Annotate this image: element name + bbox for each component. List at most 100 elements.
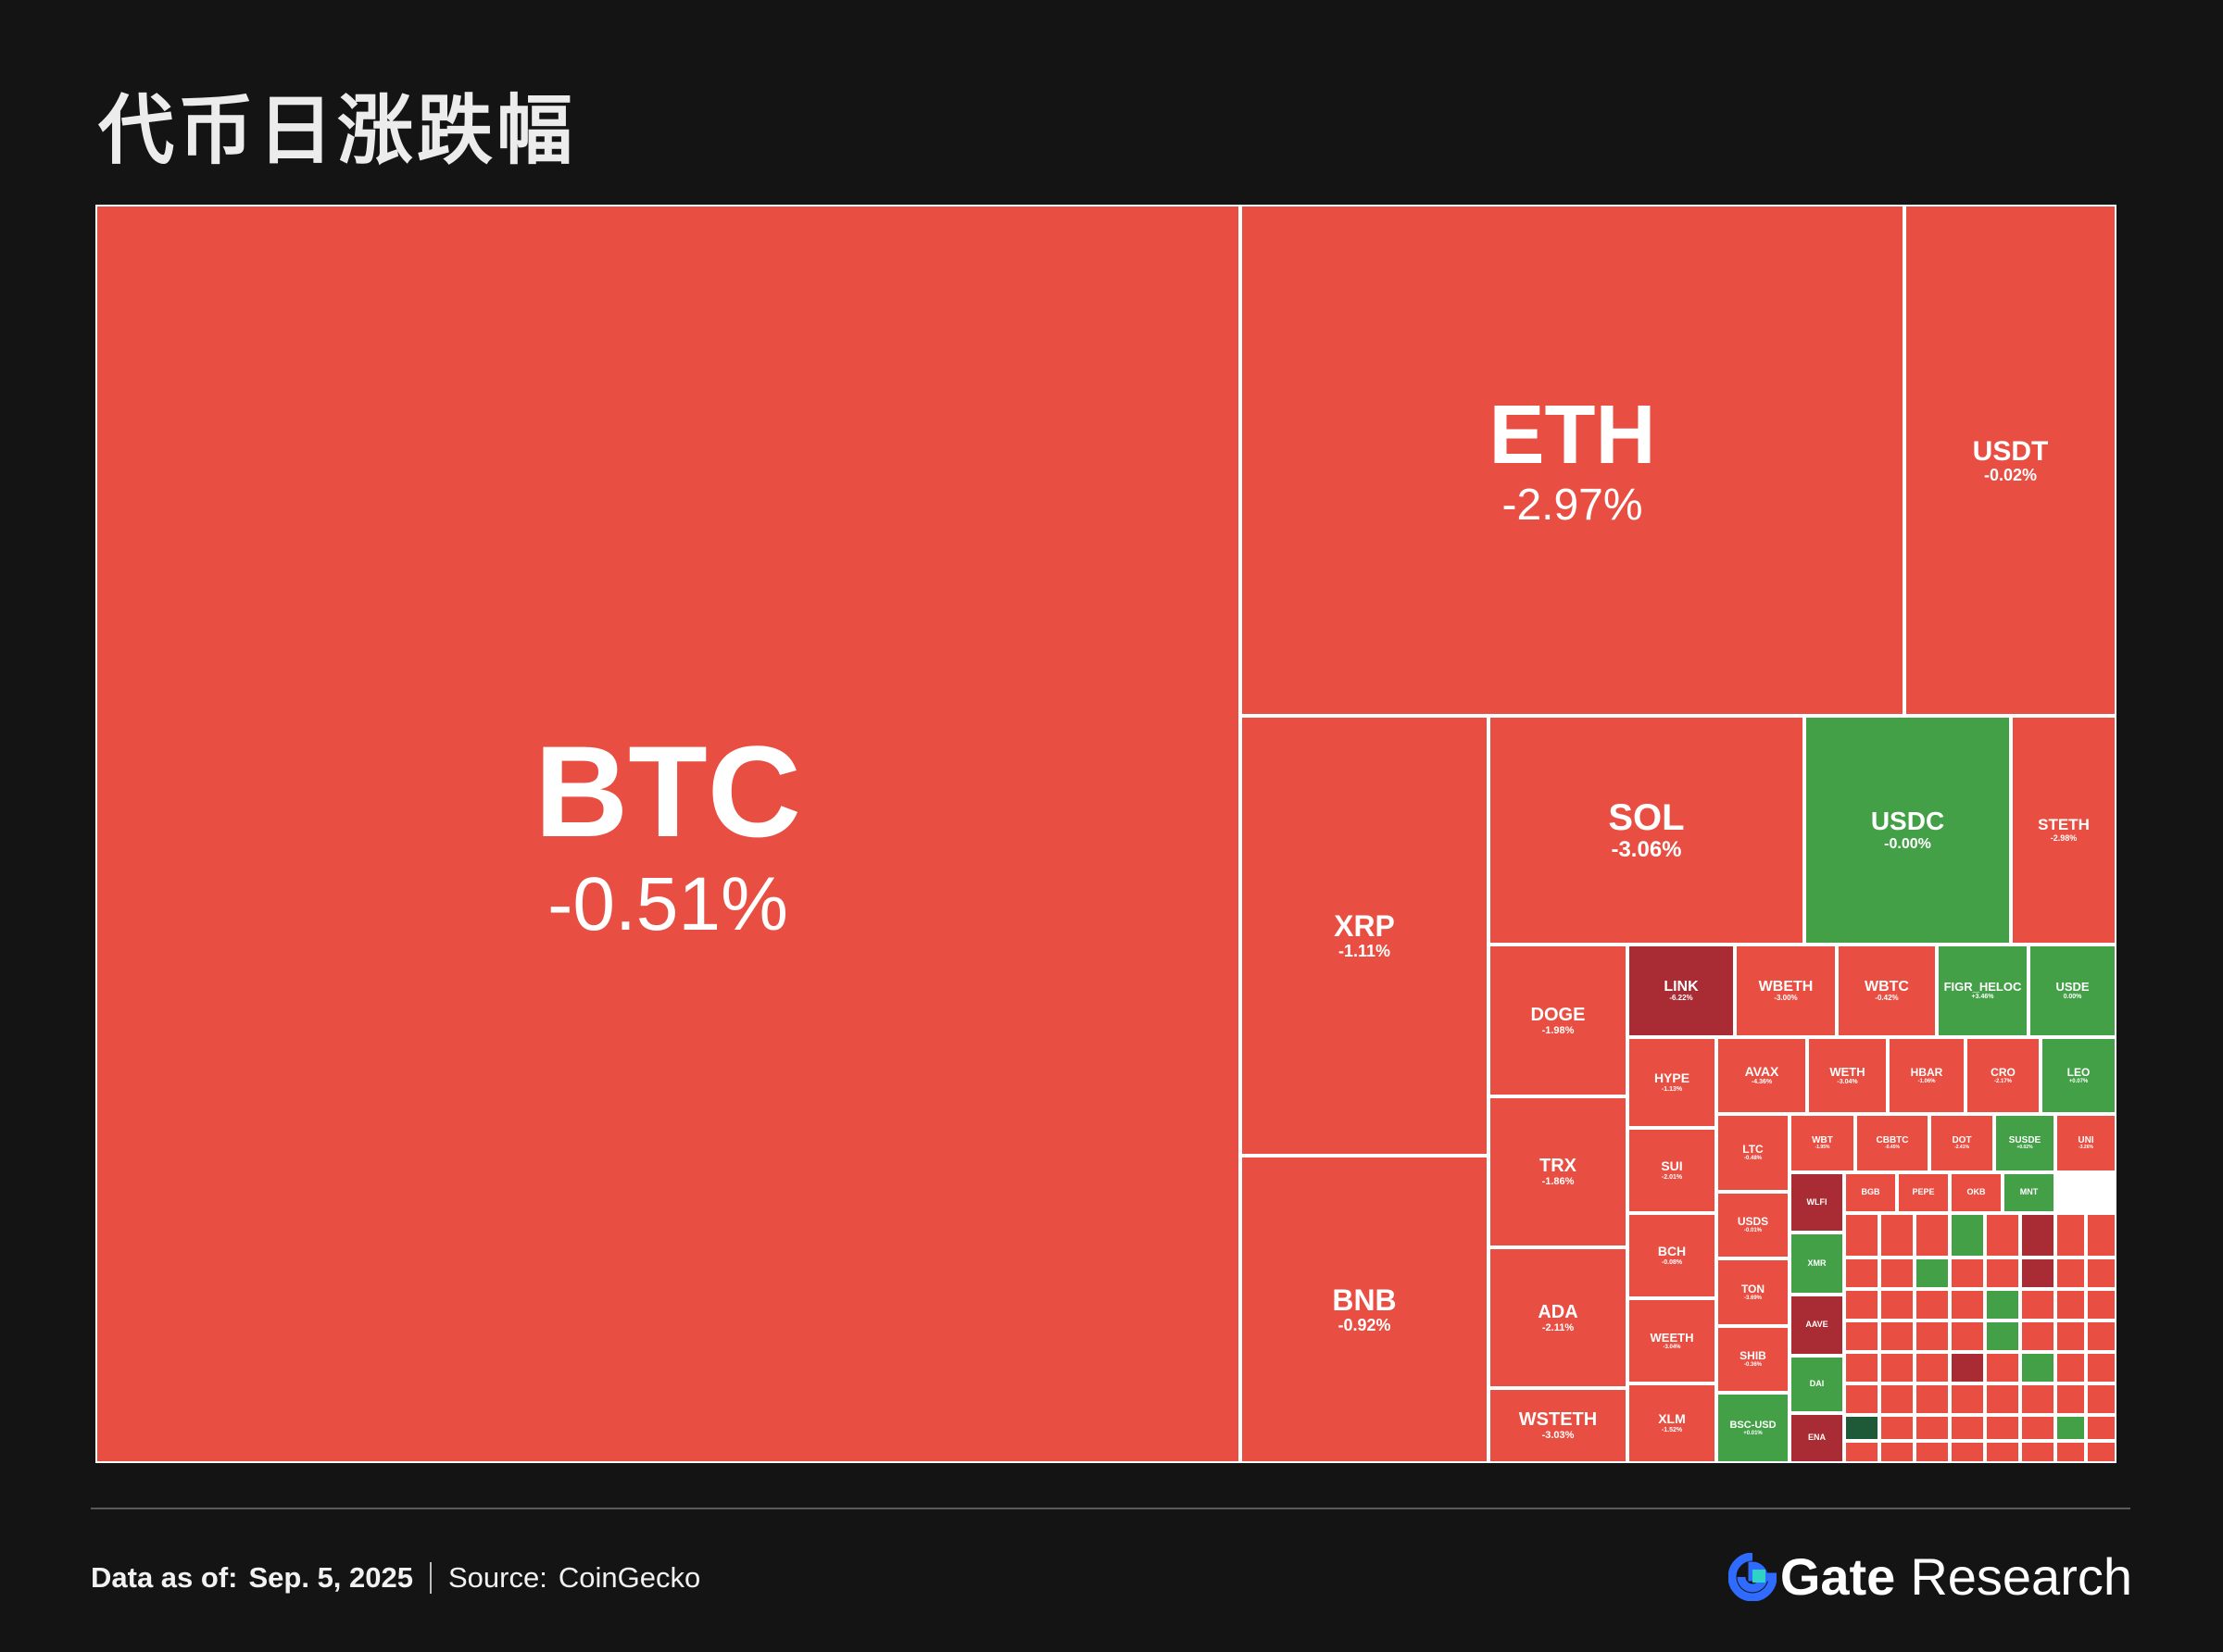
treemap-tile-usde[interactable]: USDE 0.00% bbox=[2028, 945, 2116, 1037]
treemap-tile-small[interactable] bbox=[1915, 1441, 1950, 1463]
treemap-tile-small[interactable] bbox=[1844, 1289, 1879, 1320]
treemap-tile-small[interactable] bbox=[1879, 1258, 1915, 1289]
treemap-tile-small[interactable] bbox=[2020, 1213, 2055, 1258]
treemap-tile-small[interactable] bbox=[2020, 1383, 2055, 1415]
treemap-tile-small[interactable] bbox=[1844, 1213, 1879, 1258]
treemap-tile-small[interactable] bbox=[1950, 1320, 1985, 1352]
treemap-tile-small[interactable] bbox=[1879, 1289, 1915, 1320]
treemap-tile-leo[interactable]: LEO +0.07% bbox=[2041, 1037, 2116, 1114]
treemap-tile-small[interactable] bbox=[2055, 1320, 2086, 1352]
treemap-tile-small[interactable] bbox=[1915, 1289, 1950, 1320]
treemap-tile-steth[interactable]: STETH -2.98% bbox=[2011, 716, 2116, 945]
treemap-tile-usdt[interactable]: USDT -0.02% bbox=[1904, 205, 2116, 716]
treemap-tile-small[interactable] bbox=[1879, 1441, 1915, 1463]
treemap-tile-ltc[interactable]: LTC -0.48% bbox=[1716, 1114, 1790, 1192]
treemap-tile-sol[interactable]: SOL -3.06% bbox=[1488, 716, 1804, 945]
treemap-tile-usds[interactable]: USDS -0.01% bbox=[1716, 1192, 1790, 1258]
treemap-tile-small[interactable] bbox=[1915, 1383, 1950, 1415]
treemap-tile-small[interactable] bbox=[1844, 1258, 1879, 1289]
treemap-tile-hype[interactable]: HYPE -1.13% bbox=[1627, 1037, 1716, 1128]
treemap-tile-small[interactable] bbox=[2020, 1441, 2055, 1463]
treemap-tile-figr_heloc[interactable]: FIGR_HELOC +3.46% bbox=[1937, 945, 2028, 1037]
treemap-tile-avax[interactable]: AVAX -4.36% bbox=[1716, 1037, 1807, 1114]
treemap-tile-small[interactable] bbox=[2055, 1352, 2086, 1383]
treemap-tile-small[interactable] bbox=[2086, 1213, 2116, 1258]
treemap-tile-wbeth[interactable]: WBETH -3.00% bbox=[1735, 945, 1837, 1037]
treemap-tile-trx[interactable]: TRX -1.86% bbox=[1488, 1096, 1627, 1247]
treemap-tile-small[interactable] bbox=[2086, 1441, 2116, 1463]
treemap-tile-small[interactable] bbox=[2020, 1415, 2055, 1441]
treemap-tile-small[interactable] bbox=[1950, 1352, 1985, 1383]
treemap-tile-small[interactable] bbox=[2020, 1352, 2055, 1383]
treemap-tile-small[interactable] bbox=[2086, 1289, 2116, 1320]
treemap-tile-small[interactable] bbox=[1915, 1415, 1950, 1441]
treemap-tile-wbt[interactable]: WBT -1.95% bbox=[1790, 1114, 1855, 1172]
treemap-tile-cbbtc[interactable]: CBBTC -0.45% bbox=[1855, 1114, 1929, 1172]
treemap-tile-small[interactable] bbox=[1985, 1213, 2020, 1258]
treemap-tile-ada[interactable]: ADA -2.11% bbox=[1488, 1247, 1627, 1388]
treemap-tile-small[interactable] bbox=[1879, 1320, 1915, 1352]
treemap-tile-small[interactable] bbox=[1985, 1289, 2020, 1320]
treemap-tile-xrp[interactable]: XRP -1.11% bbox=[1240, 716, 1488, 1156]
treemap-tile-mnt[interactable]: MNT bbox=[2003, 1172, 2055, 1213]
treemap-tile-cro[interactable]: CRO -2.17% bbox=[1966, 1037, 2041, 1114]
treemap-tile-small[interactable] bbox=[1985, 1441, 2020, 1463]
treemap-tile-pepe[interactable]: PEPE bbox=[1897, 1172, 1950, 1213]
treemap-tile-small[interactable] bbox=[2055, 1441, 2086, 1463]
treemap-tile-small[interactable] bbox=[1985, 1383, 2020, 1415]
treemap-tile-small[interactable] bbox=[2020, 1320, 2055, 1352]
treemap-tile-xlm[interactable]: XLM -1.52% bbox=[1627, 1383, 1716, 1463]
treemap-tile-small[interactable] bbox=[2055, 1258, 2086, 1289]
treemap-tile-shib[interactable]: SHIB -0.36% bbox=[1716, 1326, 1790, 1393]
treemap-tile-susde[interactable]: SUSDE +0.02% bbox=[1994, 1114, 2055, 1172]
treemap-tile-weth[interactable]: WETH -3.04% bbox=[1807, 1037, 1888, 1114]
treemap-tile-small[interactable] bbox=[1915, 1258, 1950, 1289]
treemap-tile-small[interactable] bbox=[1879, 1213, 1915, 1258]
treemap-tile-small[interactable] bbox=[2055, 1383, 2086, 1415]
treemap-tile-small[interactable] bbox=[1950, 1289, 1985, 1320]
treemap-tile-bch[interactable]: BCH -0.08% bbox=[1627, 1213, 1716, 1298]
treemap-tile-small[interactable] bbox=[2086, 1352, 2116, 1383]
treemap-tile-dot[interactable]: DOT -2.41% bbox=[1929, 1114, 1994, 1172]
treemap-tile-btc[interactable]: BTC -0.51% bbox=[95, 205, 1240, 1463]
treemap-tile-ton[interactable]: TON -3.69% bbox=[1716, 1258, 1790, 1326]
treemap-tile-small[interactable] bbox=[1950, 1258, 1985, 1289]
treemap-tile-uni[interactable]: UNI -3.26% bbox=[2055, 1114, 2116, 1172]
treemap-tile-wlfi[interactable]: WLFI bbox=[1790, 1172, 1844, 1233]
treemap-tile-small[interactable] bbox=[1950, 1383, 1985, 1415]
treemap-tile-dai[interactable]: DAI bbox=[1790, 1356, 1844, 1413]
treemap-tile-bsc-usd[interactable]: BSC-USD +0.01% bbox=[1716, 1393, 1790, 1463]
treemap-tile-small[interactable] bbox=[1915, 1352, 1950, 1383]
treemap-tile-small[interactable] bbox=[2086, 1258, 2116, 1289]
treemap-tile-small[interactable] bbox=[2055, 1415, 2086, 1441]
treemap-tile-small[interactable] bbox=[1844, 1441, 1879, 1463]
treemap-tile-ena[interactable]: ENA bbox=[1790, 1413, 1844, 1463]
treemap-tile-small[interactable] bbox=[2055, 1213, 2086, 1258]
treemap-tile-link[interactable]: LINK -6.22% bbox=[1627, 945, 1735, 1037]
treemap-tile-small[interactable] bbox=[2020, 1289, 2055, 1320]
treemap-tile-sui[interactable]: SUI -2.01% bbox=[1627, 1128, 1716, 1213]
treemap-tile-small[interactable] bbox=[1985, 1415, 2020, 1441]
treemap-tile-bnb[interactable]: BNB -0.92% bbox=[1240, 1156, 1488, 1463]
treemap-tile-okb[interactable]: OKB bbox=[1950, 1172, 2003, 1213]
treemap-tile-doge[interactable]: DOGE -1.98% bbox=[1488, 945, 1627, 1096]
treemap-tile-small[interactable] bbox=[1844, 1383, 1879, 1415]
treemap-tile-eth[interactable]: ETH -2.97% bbox=[1240, 205, 1904, 716]
treemap-tile-small[interactable] bbox=[1915, 1213, 1950, 1258]
treemap-tile-small[interactable] bbox=[1844, 1352, 1879, 1383]
treemap-tile-small[interactable] bbox=[2086, 1415, 2116, 1441]
treemap-tile-small[interactable] bbox=[1950, 1415, 1985, 1441]
treemap-tile-small[interactable] bbox=[2086, 1383, 2116, 1415]
treemap-tile-small[interactable] bbox=[1985, 1320, 2020, 1352]
treemap-tile-bgb[interactable]: BGB bbox=[1844, 1172, 1897, 1213]
treemap-tile-xmr[interactable]: XMR bbox=[1790, 1233, 1844, 1295]
treemap-tile-small[interactable] bbox=[1879, 1383, 1915, 1415]
treemap-tile-weeth[interactable]: WEETH -3.04% bbox=[1627, 1298, 1716, 1383]
treemap-tile-small[interactable] bbox=[2020, 1258, 2055, 1289]
treemap-tile-small[interactable] bbox=[2055, 1289, 2086, 1320]
treemap-tile-usdc[interactable]: USDC -0.00% bbox=[1804, 716, 2011, 945]
treemap-tile-small[interactable] bbox=[1844, 1320, 1879, 1352]
treemap-tile-small[interactable] bbox=[1950, 1441, 1985, 1463]
treemap-tile-small[interactable] bbox=[1844, 1415, 1879, 1441]
treemap-tile-small[interactable] bbox=[1915, 1320, 1950, 1352]
